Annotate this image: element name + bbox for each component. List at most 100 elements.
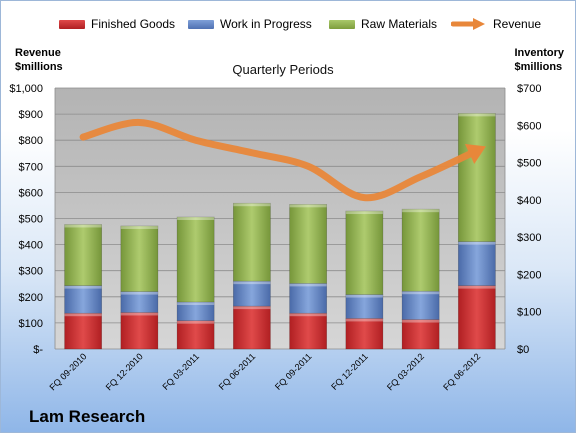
left-axis-title-line1: Revenue [15, 47, 61, 59]
right-tick-label: $700 [517, 83, 541, 95]
chart-title: Quarterly Periods [232, 62, 334, 77]
bar-finished-goods [289, 312, 327, 350]
bar-finished-goods [120, 312, 159, 350]
left-tick-label: $- [33, 344, 43, 356]
legend-item-revenue: Revenue [451, 17, 541, 31]
revenue-arrow-head [464, 144, 486, 164]
left-tick-label: $800 [19, 135, 43, 147]
bar-finished-goods-top [177, 320, 215, 324]
legend-item-raw-materials: Raw Materials [329, 17, 437, 31]
legend-item-work-in-progress: Work in Progress [188, 17, 312, 31]
left-tick-label: $300 [19, 266, 43, 278]
x-tick-label: FQ 06-2011 [217, 351, 258, 392]
left-tick-label: $900 [19, 109, 43, 121]
legend-item-finished-goods: Finished Goods [59, 17, 175, 31]
x-tick-label: FQ 03-2011 [160, 351, 201, 392]
bar-raw-materials [345, 210, 384, 295]
legend-swatch-finished-goods [59, 19, 85, 29]
bar-raw-materials-top [402, 209, 440, 213]
legend-label-raw-materials: Raw Materials [361, 17, 438, 31]
revenue-line [79, 118, 486, 202]
bar-raw-materials-top [120, 225, 158, 229]
x-tick-label: FQ 12-2011 [329, 351, 370, 392]
bar-work-in-progress-top [345, 294, 383, 298]
bar-work-in-progress-top [458, 241, 496, 245]
right-tick-label: $500 [517, 158, 541, 170]
bar-raw-materials-top [458, 113, 496, 117]
company-name: Lam Research [29, 407, 146, 426]
bar-finished-goods-top [345, 318, 383, 322]
right-tick-label: $0 [517, 344, 529, 356]
bar-work-in-progress-top [177, 302, 215, 306]
bar-finished-goods-top [289, 313, 327, 317]
legend-arrow-icon [451, 18, 485, 30]
right-axis-title-line1: Inventory [514, 47, 564, 59]
bar-raw-materials [233, 202, 271, 282]
x-tick-label: FQ 03-2012 [385, 351, 426, 392]
bar-finished-goods [345, 318, 384, 350]
x-tick-label: FQ 12-2010 [104, 351, 145, 392]
bar-work-in-progress [120, 291, 159, 313]
bar-raw-materials-top [233, 203, 271, 207]
bar-work-in-progress-top [233, 281, 271, 285]
bar-work-in-progress [233, 280, 271, 307]
bars [64, 113, 496, 350]
left-tick-label: $400 [19, 240, 43, 252]
bar-finished-goods-top [458, 285, 496, 289]
left-tick-label: $700 [19, 161, 43, 173]
left-axis-title-line2: $millions [15, 61, 63, 73]
bar-finished-goods-top [64, 313, 102, 317]
bar-raw-materials [401, 208, 440, 292]
bar-raw-materials-top [177, 217, 215, 221]
legend-label-work-in-progress: Work in Progress [220, 17, 312, 31]
bar-work-in-progress [458, 241, 496, 286]
bar-raw-materials-top [64, 224, 102, 228]
right-axis-title-line2: $millions [514, 61, 563, 73]
bar-work-in-progress-top [120, 291, 158, 295]
bar-raw-materials [289, 204, 327, 284]
bar-finished-goods [233, 305, 271, 350]
x-tick-label: FQ 06-2012 [441, 351, 482, 392]
bar-work-in-progress [401, 290, 440, 320]
left-tick-label: $200 [19, 292, 43, 304]
left-tick-label: $100 [19, 318, 43, 330]
x-tick-label: FQ 09-2011 [273, 351, 314, 392]
right-axis-title: Inventory $millions [514, 46, 564, 74]
right-tick-label: $300 [517, 232, 541, 244]
bar-work-in-progress [345, 294, 384, 319]
legend-swatch-work-in-progress [188, 19, 214, 29]
x-tick-label: FQ 09-2010 [48, 351, 89, 392]
bar-finished-goods [64, 312, 102, 350]
bar-work-in-progress-top [64, 285, 102, 289]
bar-raw-materials [176, 216, 215, 303]
bar-finished-goods-top [233, 306, 271, 310]
bar-finished-goods [458, 285, 496, 350]
left-tick-label: $500 [19, 214, 43, 226]
bar-finished-goods [401, 319, 440, 350]
bar-work-in-progress [289, 283, 327, 314]
bar-finished-goods [176, 320, 215, 350]
revenue-line-path [79, 118, 481, 202]
bar-work-in-progress [64, 285, 102, 314]
bar-raw-materials-top [345, 211, 383, 215]
legend: Finished Goods Work in Progress Raw Mate… [1, 17, 576, 33]
left-tick-label: $600 [19, 187, 43, 199]
left-tick-label: $1,000 [9, 83, 43, 95]
bar-raw-materials [120, 225, 159, 292]
left-axis-title: Revenue $millions [15, 46, 63, 74]
right-tick-label: $100 [517, 307, 541, 319]
bar-finished-goods-top [120, 312, 158, 316]
bar-raw-materials [458, 113, 496, 242]
legend-swatch-raw-materials [329, 19, 355, 29]
bar-finished-goods-top [402, 319, 440, 323]
right-tick-label: $200 [517, 269, 541, 281]
legend-label-finished-goods: Finished Goods [91, 17, 176, 31]
bar-work-in-progress-top [402, 291, 440, 295]
right-tick-label: $400 [517, 195, 541, 207]
legend-label-revenue: Revenue [493, 17, 542, 31]
bar-raw-materials [64, 224, 102, 286]
bar-work-in-progress-top [289, 283, 327, 287]
bar-raw-materials-top [289, 204, 327, 208]
